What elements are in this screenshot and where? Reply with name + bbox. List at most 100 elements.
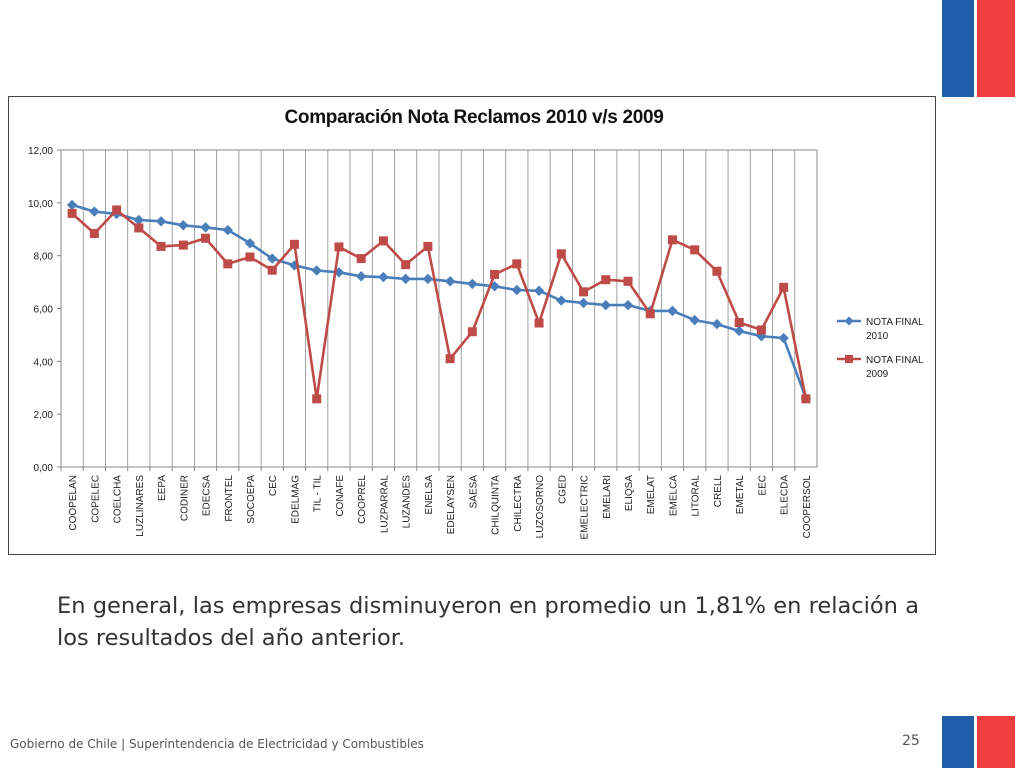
x-tick-label: EMELAT [646,475,657,514]
data-point-2009 [712,266,722,276]
x-tick-label: ENELSA [424,475,435,515]
data-point-2010 [689,314,700,326]
x-tick-label: FRONTEL [224,475,235,522]
data-point-2009 [556,249,566,259]
data-point-2009 [534,318,544,328]
x-tick-label: COOPELAN [68,475,79,531]
legend-marker [844,316,854,326]
flag-white-stripe [974,716,977,768]
legend-label: NOTA FINAL [866,317,924,328]
data-point-2009 [378,236,388,246]
flag-blue-stripe [942,716,974,768]
data-point-2010 [667,305,678,317]
y-tick-label: 0,00 [34,463,54,474]
legend-marker [845,355,853,363]
flag-white-stripe [974,0,977,97]
x-tick-label: COPELEC [90,475,101,523]
data-point-2009 [289,239,299,249]
flag-blue-stripe [942,0,974,97]
data-point-2009 [445,354,455,364]
data-point-2010 [244,238,256,249]
x-tick-label: COELCHA [113,475,124,524]
x-tick-label: EEC [757,475,768,496]
x-tick-label: CEC [268,475,279,496]
data-point-2009 [579,287,589,297]
flag-red-stripe [977,0,1015,97]
data-point-2009 [756,325,766,335]
footer-text: Gobierno de Chile | Superintendencia de … [10,737,424,751]
x-tick-label: LITORAL [691,475,702,517]
data-point-2009 [601,275,611,285]
data-point-2009 [156,241,166,251]
data-point-2010 [222,224,233,236]
x-tick-label: LUZPARRAL [379,475,390,534]
data-point-2009 [779,282,789,292]
data-point-2010 [400,273,411,285]
x-tick-label: ELECDA [780,475,791,515]
data-point-2009 [312,394,322,404]
x-tick-label: EDELMAG [290,475,301,524]
x-tick-label: CHILQUINTA [491,475,502,535]
data-point-2010 [733,325,745,337]
data-point-2010 [600,299,611,311]
y-tick-label: 12,00 [28,146,53,157]
data-point-2010 [622,299,634,311]
x-tick-label: CRELL [713,475,724,508]
x-tick-label: CHILECTRA [513,475,524,532]
chart-frame: Comparación Nota Reclamos 2010 v/s 2009 … [8,96,936,555]
data-point-2009 [356,254,366,264]
x-tick-label: SOCOEPA [246,475,257,524]
data-point-2010 [444,276,456,287]
y-tick-label: 10,00 [28,199,53,210]
data-point-2010 [200,222,211,233]
data-point-2010 [467,278,478,290]
data-point-2009 [112,205,122,215]
legend-label: 2009 [866,369,889,380]
data-point-2009 [512,259,522,269]
data-point-2009 [134,223,144,233]
flag-red-stripe [977,716,1015,768]
legend-label: NOTA FINAL [866,355,924,366]
line-chart: 0,00 2,00 4,00 6,00 8,00 10,00 12,00 COOPELAN CO… [28,146,924,539]
data-point-2010 [711,318,723,330]
y-tick-label: 6,00 [34,305,54,316]
data-point-2010 [89,206,100,217]
data-point-2010 [311,265,322,276]
x-tick-label: EDECSA [202,475,213,516]
data-point-2010 [355,271,367,282]
x-tick-label: EMELCA [668,475,679,516]
chile-flag-top [942,0,1015,97]
data-point-2009 [401,260,411,270]
x-tick-label: EMELARI [602,475,613,519]
data-point-2009 [267,265,277,275]
series-line-2009 [71,208,808,401]
data-point-2009 [245,252,255,262]
x-tick-label: EEPA [157,475,168,501]
data-point-2009 [801,394,811,404]
data-point-2009 [734,318,744,328]
x-tick-label: COOPERSOL [802,475,813,539]
data-point-2009 [67,208,77,218]
x-tick-label: COOPREL [357,475,368,524]
y-tick-label: 2,00 [34,410,54,421]
x-tick-label: LUZANDES [402,475,413,529]
x-tick-label: EMELECTRIC [580,475,591,539]
data-point-2009 [334,242,344,252]
legend-label: 2010 [866,331,889,342]
data-point-2009 [223,259,233,269]
data-point-2009 [201,233,211,243]
page-number: 25 [902,733,920,749]
data-point-2009 [623,276,633,286]
data-point-2010 [422,273,434,285]
x-tick-label: CGED [557,475,568,504]
data-point-2010 [511,284,523,296]
data-point-2010 [178,220,189,231]
x-tick-label: LUZLINARES [135,475,146,537]
data-point-2009 [490,269,500,279]
y-tick-label: 8,00 [34,252,54,263]
slide-caption: En general, las empresas disminuyeron en… [57,593,919,651]
chile-flag-bottom [942,716,1015,768]
x-tick-label: LUZOSORNO [535,475,546,539]
x-tick-label: CONAFE [335,475,346,517]
data-point-2009 [645,309,655,319]
